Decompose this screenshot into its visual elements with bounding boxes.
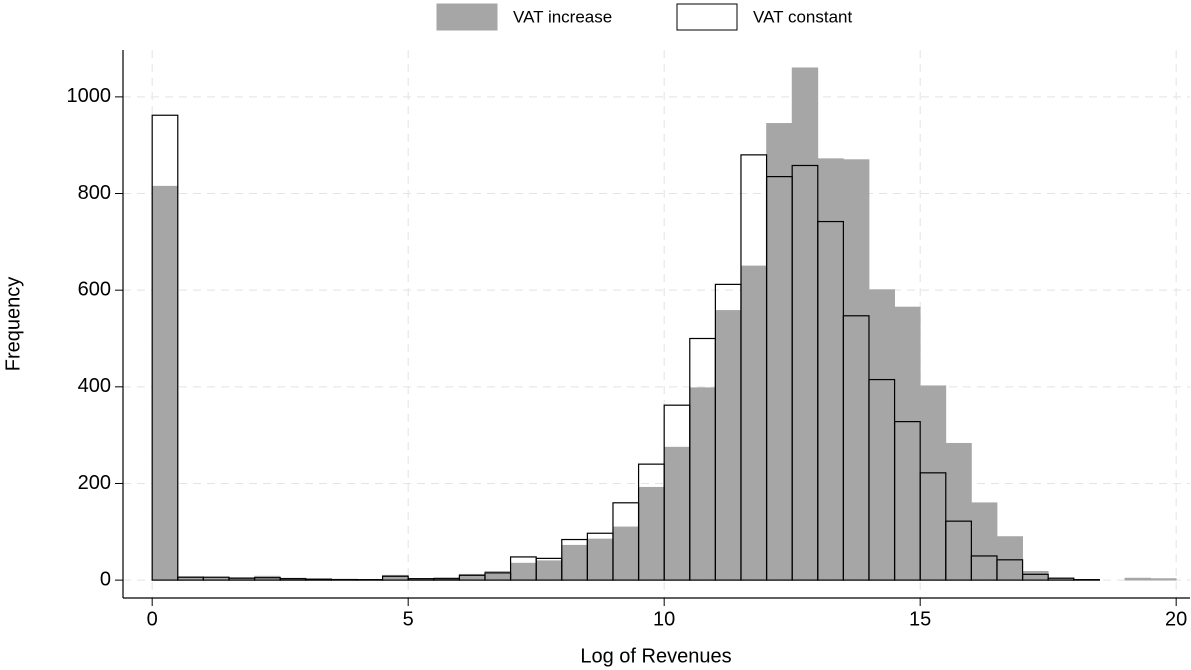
x-tick-label: 0 [147, 608, 158, 630]
histogram-bar [868, 289, 895, 581]
histogram-bar [1021, 573, 1049, 581]
histogram-bar [1124, 577, 1151, 581]
histogram-bar [945, 442, 972, 581]
legend-key [676, 3, 738, 31]
histogram-bar [996, 536, 1023, 581]
y-axis-label: Frequency [2, 277, 24, 372]
histogram-bar [945, 520, 972, 581]
histogram-bar [535, 560, 563, 581]
x-tick-label: 20 [1165, 608, 1187, 630]
x-tick-label: 10 [653, 608, 675, 630]
histogram-bar [919, 385, 947, 581]
histogram-bar [970, 502, 998, 581]
histogram-bar [996, 559, 1024, 581]
y-tick-label: 600 [78, 278, 111, 300]
histogram-bar [740, 265, 767, 581]
histogram-bar [791, 67, 819, 581]
histogram-bar [638, 486, 665, 581]
histogram-bar [894, 306, 921, 581]
x-tick-label: 5 [403, 608, 414, 630]
legend-label: VAT constant [753, 7, 852, 26]
x-tick-label: 15 [909, 608, 931, 630]
histogram-bar [612, 526, 639, 581]
histogram-bar [561, 544, 588, 581]
legend-label: VAT increase [513, 7, 612, 26]
y-tick-label: 400 [78, 375, 111, 397]
histogram-bar [151, 114, 179, 581]
histogram-bar [689, 387, 716, 581]
histogram-bar [714, 310, 742, 581]
y-tick-label: 800 [78, 182, 111, 204]
histogram-bar [842, 159, 870, 581]
histogram-bar [1022, 571, 1049, 581]
histogram-bar [1150, 578, 1177, 581]
histogram-bar [766, 123, 793, 581]
x-axis-label: Log of Revenues [580, 645, 731, 667]
histogram-bar [663, 446, 691, 581]
legend-key [436, 3, 498, 31]
y-tick-label: 200 [78, 472, 111, 494]
histogram-bar [586, 538, 614, 581]
y-tick-label: 1000 [67, 85, 112, 107]
histogram-bar [510, 562, 537, 581]
histogram-bar [151, 185, 179, 581]
y-tick-label: 0 [100, 568, 111, 590]
histogram-bar [305, 578, 332, 581]
